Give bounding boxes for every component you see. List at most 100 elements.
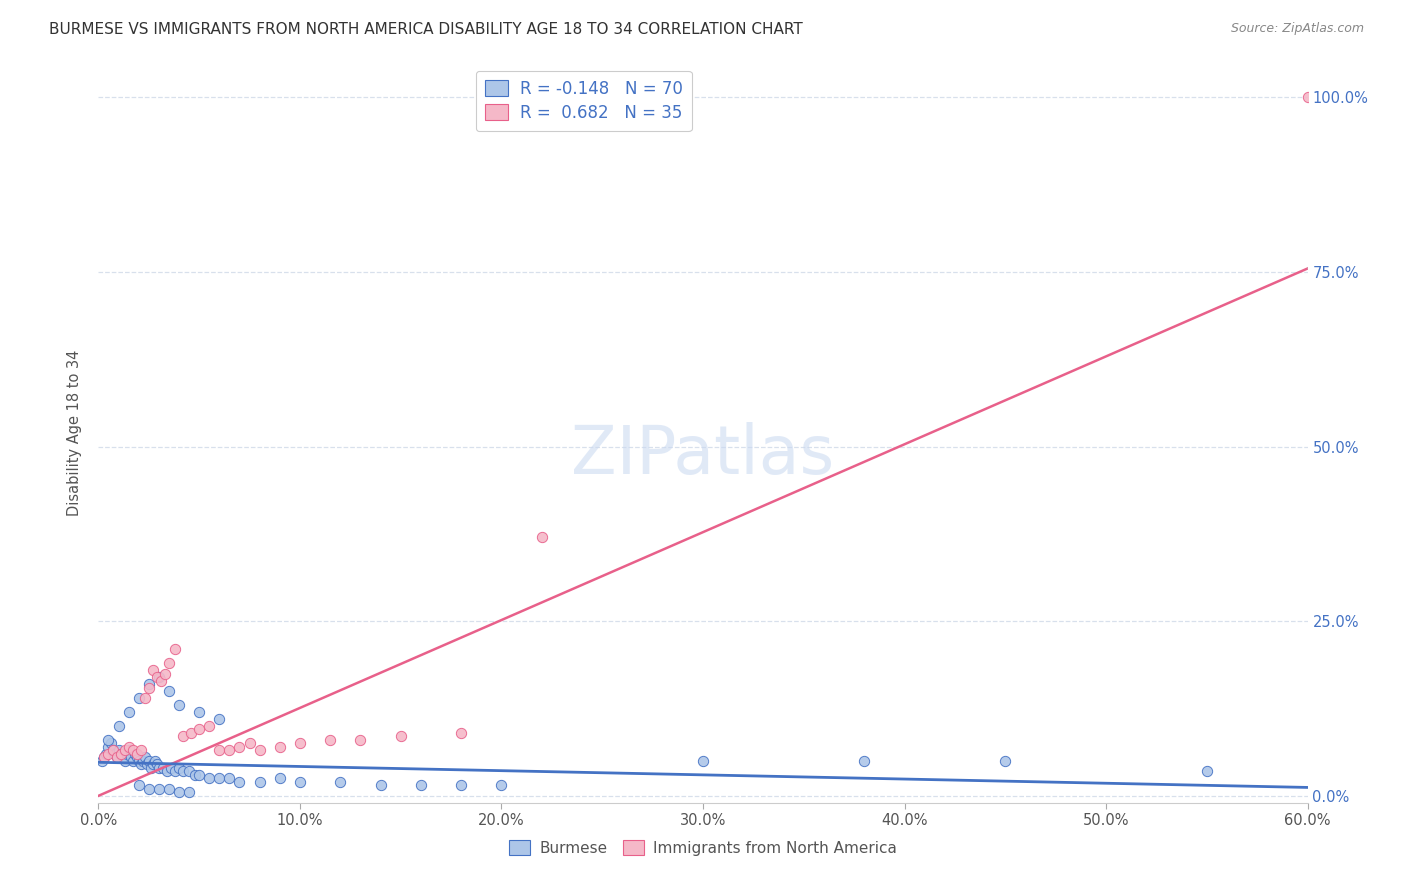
Point (134, 750, 156, 764)
Point (288, 736, 311, 750)
Point (160, 761, 183, 775)
Point (1195, 764, 1218, 779)
Point (157, 656, 180, 670)
Point (153, 666, 176, 681)
Point (198, 719, 221, 733)
Point (135, 757, 157, 772)
Point (105, 750, 128, 764)
Point (121, 754, 143, 768)
Point (110, 747, 132, 761)
Point (692, 754, 714, 768)
Point (157, 781, 180, 796)
Point (138, 781, 160, 796)
Point (167, 698, 190, 712)
Point (115, 747, 138, 761)
Point (180, 726, 202, 740)
Point (370, 778, 392, 792)
Point (163, 764, 186, 779)
Text: ZIPatlas: ZIPatlas (571, 422, 835, 488)
Point (142, 757, 165, 772)
Point (198, 772, 221, 786)
Point (163, 642, 186, 657)
Point (184, 768, 207, 782)
Point (118, 705, 141, 719)
Point (105, 750, 128, 764)
Point (148, 781, 170, 796)
Point (269, 739, 291, 754)
Point (167, 761, 190, 775)
Point (129, 757, 152, 772)
Point (149, 673, 172, 688)
Point (107, 719, 129, 733)
Point (188, 768, 211, 782)
Point (132, 754, 155, 768)
Point (179, 764, 201, 779)
Point (218, 772, 240, 786)
Point (138, 677, 160, 691)
Point (249, 743, 271, 757)
Point (128, 754, 150, 768)
Y-axis label: Disability Age 18 to 34: Disability Age 18 to 34 (67, 350, 83, 516)
Point (96, 747, 118, 761)
Text: Source: ZipAtlas.com: Source: ZipAtlas.com (1230, 22, 1364, 36)
Point (93, 750, 115, 764)
Point (110, 747, 132, 761)
Point (319, 733, 342, 747)
Point (125, 747, 148, 761)
Point (107, 743, 129, 757)
Point (97, 747, 120, 761)
Point (179, 785, 201, 799)
Point (148, 670, 170, 684)
Point (101, 743, 124, 757)
Point (91, 754, 114, 768)
Point (128, 691, 150, 706)
Point (118, 739, 141, 754)
Point (148, 761, 170, 775)
Point (121, 743, 143, 757)
Point (349, 733, 371, 747)
Point (97, 739, 120, 754)
Point (97, 733, 120, 747)
Point (129, 743, 152, 757)
Point (93, 750, 115, 764)
Point (409, 778, 432, 792)
Point (143, 754, 166, 768)
Point (128, 778, 150, 792)
Point (157, 684, 180, 698)
Point (1296, 90, 1319, 104)
Point (146, 670, 169, 684)
Point (114, 743, 136, 757)
Point (288, 775, 311, 789)
Point (228, 775, 250, 789)
Point (853, 754, 876, 768)
Point (188, 723, 211, 737)
Point (269, 772, 291, 786)
Point (146, 757, 169, 772)
Point (111, 750, 134, 764)
Point (139, 761, 162, 775)
Point (218, 743, 240, 757)
Point (239, 736, 262, 750)
Point (389, 730, 412, 744)
Point (450, 778, 472, 792)
Point (103, 747, 125, 761)
Point (228, 739, 250, 754)
Point (249, 775, 271, 789)
Point (172, 764, 194, 779)
Text: BURMESE VS IMMIGRANTS FROM NORTH AMERICA DISABILITY AGE 18 TO 34 CORRELATION CHA: BURMESE VS IMMIGRANTS FROM NORTH AMERICA… (49, 22, 803, 37)
Point (329, 775, 352, 789)
Point (138, 681, 160, 695)
Point (208, 743, 231, 757)
Point (994, 754, 1017, 768)
Point (208, 772, 231, 786)
Point (188, 705, 211, 719)
Point (114, 754, 136, 768)
Point (125, 750, 148, 764)
Point (124, 747, 146, 761)
Point (530, 530, 553, 544)
Legend: Burmese, Immigrants from North America: Burmese, Immigrants from North America (503, 834, 903, 862)
Point (450, 726, 472, 740)
Point (172, 730, 194, 744)
Point (100, 736, 122, 750)
Point (156, 764, 179, 779)
